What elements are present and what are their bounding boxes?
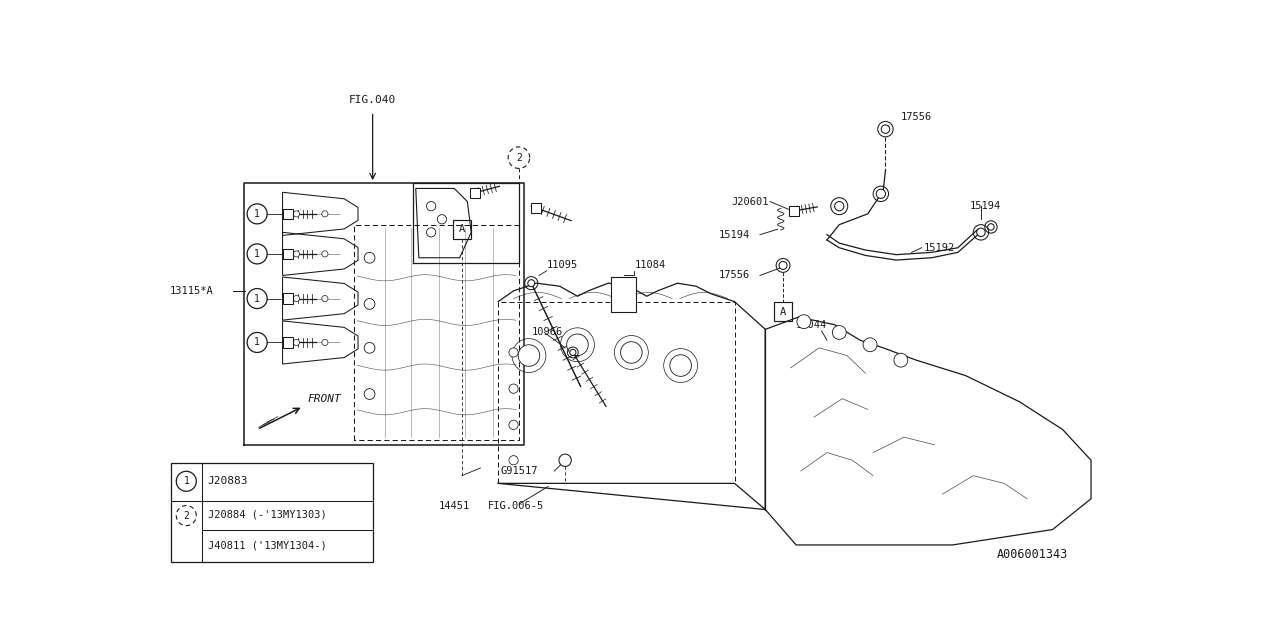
Circle shape [509,348,518,357]
Text: FIG.006-5: FIG.006-5 [488,502,544,511]
Circle shape [293,211,300,217]
Text: 1: 1 [183,476,189,486]
Circle shape [321,296,328,301]
Text: FIG.040: FIG.040 [349,95,397,105]
Circle shape [426,228,435,237]
Bar [774,303,792,321]
Circle shape [877,189,886,198]
Text: J40811 ('13MY1304-): J40811 ('13MY1304-) [207,540,326,550]
Text: J20884 (-'13MY1303): J20884 (-'13MY1303) [207,510,326,520]
Circle shape [863,338,877,352]
Circle shape [365,252,375,263]
Circle shape [977,228,986,237]
Text: 1: 1 [255,249,260,259]
Circle shape [988,224,995,230]
Text: A: A [458,224,465,234]
Text: 2: 2 [516,153,522,163]
Text: J20883: J20883 [207,476,248,486]
Text: 15194: 15194 [970,201,1001,211]
Circle shape [321,251,328,257]
Circle shape [293,296,300,301]
Bar [453,220,471,239]
Bar [283,337,293,348]
Text: 1: 1 [255,209,260,219]
Circle shape [365,388,375,399]
Text: FRONT: FRONT [308,394,342,404]
Circle shape [518,345,540,366]
Text: 15192: 15192 [924,243,955,253]
Circle shape [669,355,691,376]
Bar [470,188,480,198]
Circle shape [509,420,518,429]
Text: 10966: 10966 [531,328,562,337]
Circle shape [509,384,518,393]
Circle shape [567,334,589,356]
Circle shape [797,315,810,328]
Text: 1: 1 [255,337,260,348]
Circle shape [570,349,576,356]
Circle shape [365,342,375,353]
Bar [283,249,293,259]
Bar [531,203,541,213]
Circle shape [780,262,787,269]
Circle shape [321,211,328,217]
Text: 11044: 11044 [796,320,827,330]
Circle shape [293,251,300,257]
Circle shape [559,454,571,467]
Text: J20601: J20601 [731,196,769,207]
Circle shape [426,202,435,211]
Circle shape [621,342,643,364]
Text: 11095: 11095 [547,260,577,271]
Text: A006001343: A006001343 [996,548,1068,561]
Circle shape [321,339,328,346]
Bar [283,209,293,219]
Text: A: A [780,307,786,317]
Circle shape [893,353,908,367]
Text: 13115*A: 13115*A [169,286,212,296]
Circle shape [293,339,300,346]
Text: 2: 2 [183,511,189,520]
Text: 17556: 17556 [901,112,932,122]
Text: 1: 1 [255,294,260,303]
Circle shape [438,214,447,224]
Bar [172,463,372,562]
Circle shape [509,456,518,465]
Circle shape [832,326,846,339]
Text: 17556: 17556 [719,271,750,280]
Text: 15194: 15194 [719,230,750,239]
Circle shape [881,125,890,133]
Text: 14451: 14451 [439,502,470,511]
Bar [612,277,636,312]
Bar [283,294,293,303]
Circle shape [527,280,535,287]
Bar [788,206,799,216]
Circle shape [365,298,375,309]
Circle shape [835,202,844,211]
Text: G91517: G91517 [500,466,538,476]
Text: 11084: 11084 [635,260,666,271]
